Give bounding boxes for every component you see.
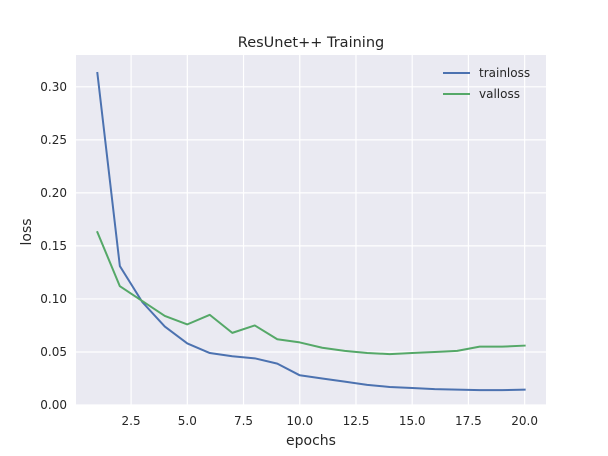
x-tick-label: 5.0	[178, 414, 197, 428]
series-line-valloss	[96, 230, 526, 356]
x-tick-label: 20.0	[511, 414, 538, 428]
legend: trainloss valloss	[443, 66, 530, 101]
legend-valloss-label: valloss	[479, 87, 520, 101]
x-tick-label: 7.5	[234, 414, 253, 428]
y-tick-label: 0.00	[40, 398, 67, 412]
plot-area	[76, 55, 546, 405]
series-line-trainloss	[96, 71, 526, 392]
y-tick-label: 0.15	[40, 239, 67, 253]
x-tick-label: 17.5	[455, 414, 482, 428]
chart-title: ResUnet++ Training	[238, 35, 384, 51]
y-tick-label: 0.30	[40, 80, 67, 94]
x-tick-labels: 2.5 5.0 7.5 10.0 12.5 15.0 17.5 20.0	[122, 414, 538, 428]
y-tick-label: 0.05	[40, 345, 67, 359]
x-tick-label: 12.5	[343, 414, 370, 428]
y-tick-label: 0.20	[40, 186, 67, 200]
x-tick-label: 10.0	[286, 414, 313, 428]
x-tick-label: 15.0	[399, 414, 426, 428]
y-tick-label: 0.10	[40, 292, 67, 306]
y-tick-label: 0.25	[40, 133, 67, 147]
x-tick-label: 2.5	[122, 414, 141, 428]
series-lines	[96, 71, 526, 392]
grid-lines	[76, 55, 546, 406]
y-axis-label: loss	[19, 218, 35, 245]
legend-trainloss-label: trainloss	[479, 66, 530, 80]
x-axis-label: epochs	[286, 433, 336, 449]
y-tick-labels: 0.00 0.05 0.10 0.15 0.20 0.25 0.30	[40, 80, 67, 412]
